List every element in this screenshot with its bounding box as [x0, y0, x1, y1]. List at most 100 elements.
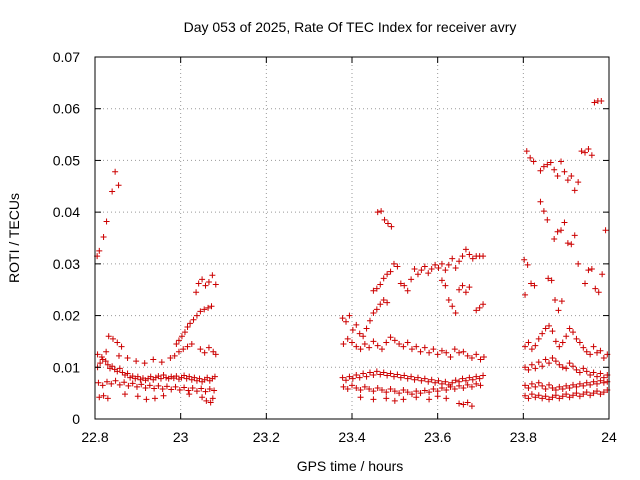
data-point [414, 271, 421, 278]
data-point [196, 375, 203, 382]
data-point [447, 353, 454, 360]
data-point [468, 403, 475, 410]
data-point [594, 388, 601, 395]
data-point [473, 373, 480, 380]
data-point [377, 301, 384, 308]
data-point [528, 361, 535, 368]
data-point [587, 392, 594, 399]
data-point [576, 393, 583, 400]
data-point [428, 266, 435, 273]
data-point [100, 233, 107, 240]
data-point [434, 393, 441, 400]
data-point [383, 389, 390, 396]
data-point [181, 372, 188, 379]
data-point [414, 374, 421, 381]
data-point [597, 377, 604, 384]
y-tick-label: 0.02 [53, 308, 80, 324]
data-point [384, 220, 391, 227]
data-point [387, 370, 394, 377]
data-point [590, 390, 597, 397]
data-point [442, 378, 449, 385]
data-point [413, 394, 420, 401]
data-point [108, 380, 115, 387]
data-point [366, 317, 373, 324]
data-point [370, 372, 377, 379]
data-point [442, 267, 449, 274]
data-point [193, 289, 200, 296]
data-point [418, 377, 425, 384]
data-point [447, 383, 454, 390]
data-point [417, 348, 424, 355]
y-tick-label: 0.03 [53, 256, 80, 272]
data-point [559, 393, 566, 400]
data-point [404, 287, 411, 294]
data-point [391, 397, 398, 404]
y-tick-label: 0.07 [53, 49, 80, 65]
data-point [464, 399, 471, 406]
data-point [546, 322, 553, 329]
data-point [150, 356, 157, 363]
data-point [202, 282, 209, 289]
data-point [190, 316, 197, 323]
y-tick-label: 0.05 [53, 152, 80, 168]
data-point [528, 280, 535, 287]
data-point [535, 392, 542, 399]
data-point [400, 343, 407, 350]
data-point [535, 359, 542, 366]
data-point [451, 386, 458, 393]
data-point [118, 343, 125, 350]
data-point [549, 354, 556, 361]
data-point [185, 387, 192, 394]
data-point [211, 373, 218, 380]
data-point [134, 393, 141, 400]
data-point [129, 373, 136, 380]
data-point [547, 159, 554, 166]
data-point [142, 384, 149, 391]
data-point [168, 386, 175, 393]
data-point [521, 256, 528, 263]
x-tick-label: 23.2 [253, 429, 280, 445]
data-point [556, 395, 563, 402]
data-point [180, 346, 187, 353]
data-point [537, 198, 544, 205]
data-point [202, 388, 209, 395]
data-point [210, 348, 217, 355]
data-point [373, 306, 380, 313]
data-point [400, 396, 407, 403]
data-point [378, 387, 385, 394]
data-point [539, 363, 546, 370]
data-point [346, 312, 353, 319]
data-point [97, 360, 104, 367]
data-point [387, 334, 394, 341]
data-point [186, 373, 193, 380]
data-point [480, 353, 487, 360]
data-point [598, 97, 605, 104]
data-point [396, 390, 403, 397]
data-point [425, 270, 432, 277]
data-point [542, 386, 549, 393]
data-point [575, 260, 582, 267]
data-point [344, 335, 351, 342]
y-tick-label: 0 [72, 411, 80, 427]
data-point [115, 182, 122, 189]
data-point [380, 369, 387, 376]
data-point [133, 383, 140, 390]
data-point [396, 341, 403, 348]
data-point [114, 368, 121, 375]
data-point [349, 339, 355, 346]
data-point [344, 386, 351, 393]
data-point [141, 360, 148, 367]
data-point [464, 381, 471, 388]
data-point [151, 385, 158, 392]
data-point [576, 380, 583, 387]
data-point [523, 148, 530, 155]
data-point [370, 388, 377, 395]
data-point [340, 341, 347, 348]
data-point [466, 374, 473, 381]
data-point [571, 187, 578, 194]
data-point [442, 282, 449, 289]
data-point [421, 387, 428, 394]
data-point [559, 364, 566, 371]
data-point [549, 328, 556, 335]
data-point [391, 388, 398, 395]
